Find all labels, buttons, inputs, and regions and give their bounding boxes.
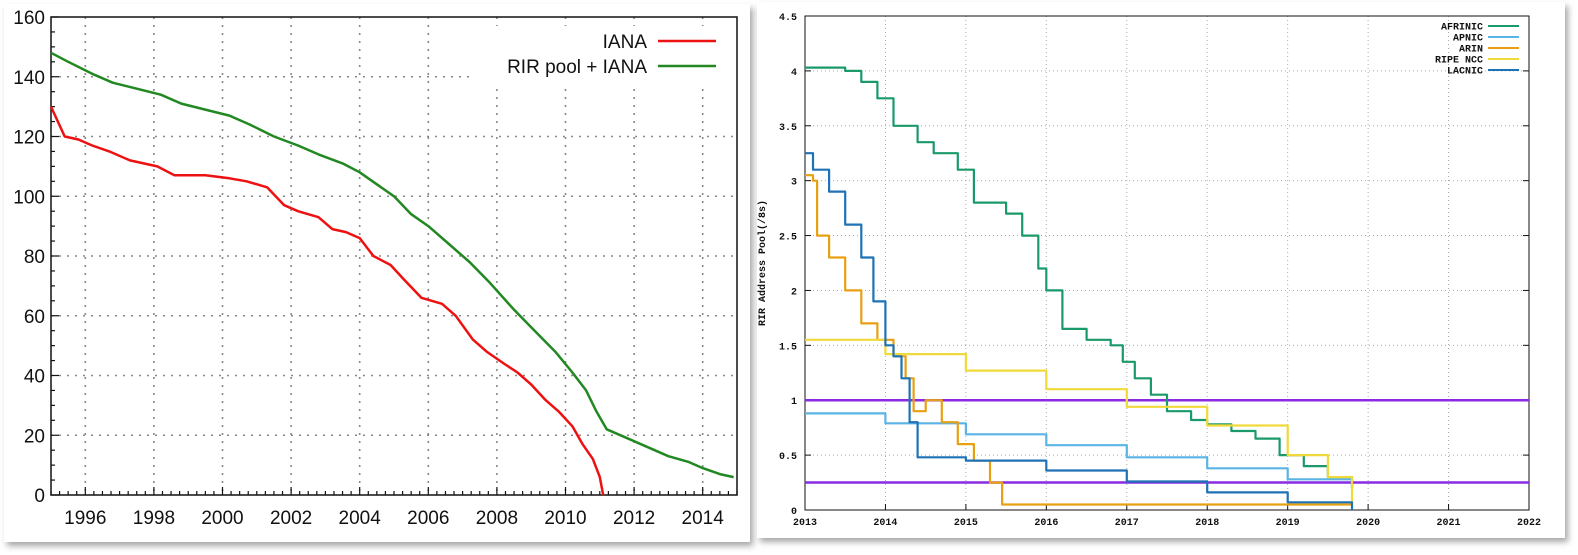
x-tick-label-2014: 2014	[873, 518, 897, 529]
legend-label-afrinic: AFRINIC	[1441, 23, 1483, 34]
y-axis-title: RIR Address Pool(/8s)	[757, 200, 769, 326]
legend-label-rir-pool-iana: RIR pool + IANA	[507, 57, 647, 78]
y-tick-label-120: 120	[13, 128, 45, 149]
y-tick-label-80: 80	[24, 247, 45, 268]
y-tick-label-1: 1	[791, 397, 797, 408]
y-tick-label-140: 140	[13, 68, 45, 89]
legend-label-lacnic: LACNIC	[1447, 67, 1483, 78]
plot-frame	[804, 15, 1530, 511]
x-tick-label-1996: 1996	[64, 508, 106, 529]
y-tick-label-2-5: 2.5	[779, 233, 797, 244]
y-tick-label-20: 20	[24, 426, 45, 447]
series-line-arin	[805, 174, 1352, 506]
x-tick-label-2000: 2000	[201, 508, 243, 529]
y-tick-label-60: 60	[24, 307, 45, 328]
y-tick-label-3-5: 3.5	[779, 123, 797, 134]
y-tick-label-1-5: 1.5	[779, 342, 797, 353]
x-tick-label-2018: 2018	[1195, 518, 1219, 529]
right-chart-panel: 0 0.5 1 1.5 2 2.5 3 3.5 4 4.5 2013 2014 2015 2016 2017…	[757, 2, 1565, 538]
y-tick-label-2: 2	[791, 287, 797, 298]
x-tick-label-1998: 1998	[133, 508, 175, 529]
x-tick-label-2021: 2021	[1437, 518, 1461, 529]
series-line-afrinic	[805, 66, 1354, 488]
plot-frame	[50, 16, 738, 496]
y-tick-label-3: 3	[791, 178, 797, 189]
series-line-ripe-ncc	[805, 338, 1354, 505]
x-tick-label-2014: 2014	[682, 508, 725, 529]
x-tick-label-2020: 2020	[1356, 518, 1380, 529]
x-tick-label-2006: 2006	[407, 508, 449, 529]
legend-background	[474, 26, 734, 86]
series-line-rir-pool-iana	[50, 51, 734, 479]
iana-rir-pool-chart: 0 20 40 60 80 100 120 140 160 1996 1998 2000 2002 200…	[13, 8, 738, 529]
x-tick-label-2016: 2016	[1034, 518, 1058, 529]
legend-label-iana: IANA	[603, 32, 648, 53]
y-tick-label-160: 160	[13, 8, 45, 29]
series-line-iana	[49, 106, 605, 496]
x-tick-label-2013: 2013	[793, 518, 817, 529]
left-chart-panel: 0 20 40 60 80 100 120 140 160 1996 1998 2000 2002 200…	[4, 4, 750, 542]
x-tick-label-2022: 2022	[1517, 518, 1541, 529]
x-tick-label-2010: 2010	[544, 508, 586, 529]
x-tick-label-2012: 2012	[613, 508, 655, 529]
x-tick-label-2008: 2008	[476, 508, 518, 529]
y-tick-label-4: 4	[791, 68, 797, 79]
series-line-lacnic	[805, 152, 1354, 510]
y-tick-label-4-5: 4.5	[779, 13, 797, 24]
y-tick-label-0-5: 0.5	[779, 452, 797, 463]
legend-label-ripe-ncc: RIPE NCC	[1435, 56, 1483, 67]
x-tick-label-2004: 2004	[339, 508, 382, 529]
y-tick-label-0: 0	[34, 486, 45, 507]
y-tick-label-0: 0	[791, 507, 797, 518]
x-tick-label-2015: 2015	[954, 518, 978, 529]
y-tick-label-40: 40	[24, 367, 45, 388]
legend-label-apnic: APNIC	[1453, 34, 1483, 45]
y-tick-label-100: 100	[13, 187, 45, 208]
x-tick-label-2019: 2019	[1276, 518, 1300, 529]
rir-address-pool-chart: 0 0.5 1 1.5 2 2.5 3 3.5 4 4.5 2013 2014 2015 2016 2017…	[757, 13, 1541, 529]
x-tick-label-2002: 2002	[270, 508, 312, 529]
x-tick-label-2017: 2017	[1115, 518, 1139, 529]
legend-label-arin: ARIN	[1459, 45, 1483, 56]
